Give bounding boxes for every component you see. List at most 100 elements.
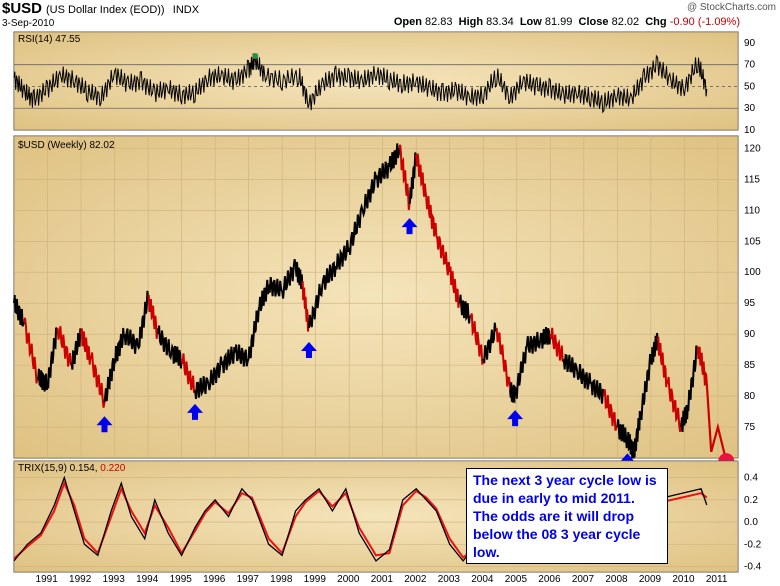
- price-line-segment: [469, 313, 485, 365]
- price-ytick-label: 100: [744, 267, 761, 278]
- trix-ytick-label: 0.4: [744, 473, 758, 484]
- low-label: Low: [519, 16, 542, 28]
- quote-bar: Open 82.83 High 83.34 Low 81.99 Close 82…: [394, 16, 740, 28]
- close-label: Close: [578, 16, 609, 28]
- trix-xtick-label: 1991: [36, 574, 59, 585]
- trix-xtick-label: 1995: [170, 574, 193, 585]
- price-line-segment: [435, 234, 451, 276]
- price-line-segment: [348, 202, 364, 255]
- watermark: @ StockCharts.com: [686, 2, 776, 13]
- price-line-segment: [13, 295, 26, 327]
- price-line-segment: [398, 144, 411, 211]
- price-line-segment: [308, 283, 324, 329]
- price-line-segment: [495, 327, 512, 390]
- price-line-segment: [602, 389, 618, 431]
- price-label: $USD (Weekly) 82.02: [18, 140, 115, 151]
- price-line-segment: [415, 153, 428, 199]
- trix-xtick-label: 1992: [69, 574, 92, 585]
- close-value: 82.02: [611, 16, 640, 28]
- price-line-segment: [514, 345, 528, 399]
- price-line-segment: [247, 309, 260, 359]
- price-line-segment: [482, 322, 498, 364]
- price-ytick-label: 95: [744, 298, 756, 309]
- high-value: 83.34: [486, 16, 514, 28]
- change-value: -0.90 (-1.09%): [669, 16, 740, 28]
- trix-xtick-label: 2008: [605, 574, 628, 585]
- rsi-ytick-label: 70: [744, 60, 756, 71]
- trix-xtick-label: 2000: [337, 574, 360, 585]
- open-value: 82.83: [425, 16, 453, 28]
- projection-line: [705, 383, 728, 462]
- price-line-segment: [56, 326, 72, 367]
- price-ytick-label: 90: [744, 329, 756, 340]
- trix-xtick-label: 1996: [203, 574, 226, 585]
- price-line-segment: [539, 327, 552, 349]
- price-line-segment: [257, 279, 270, 312]
- rsi-line: [13, 53, 708, 114]
- price-line-segment: [90, 352, 106, 408]
- price-ytick-label: 105: [744, 236, 761, 247]
- cycle-low-arrow: [96, 416, 113, 433]
- price-line-segment: [267, 276, 283, 297]
- chg-label: Chg: [645, 16, 667, 28]
- trix-xtick-label: 1997: [237, 574, 260, 585]
- price-panel-shade: [14, 136, 738, 458]
- price-line-segment: [301, 281, 310, 332]
- rsi-ytick-label: 30: [744, 103, 756, 114]
- price-line-segment: [170, 342, 183, 369]
- price-line-segment: [281, 259, 297, 299]
- price-line-segment: [626, 431, 636, 459]
- trix-xtick-label: 2005: [505, 574, 528, 585]
- price-line-segment: [294, 261, 304, 290]
- rsi-label: RSI(14) 47.55: [18, 34, 81, 45]
- rsi-overbought-marker: [252, 52, 259, 59]
- chart-title: $USD (US Dollar Index (EOD)) INDX: [2, 0, 199, 17]
- price-line-segment: [36, 368, 49, 392]
- trix-xtick-label: 2007: [572, 574, 595, 585]
- price-line-segment: [375, 161, 391, 188]
- price-ytick-label: 85: [744, 360, 756, 371]
- price-line-segment: [80, 328, 92, 365]
- price-line-segment: [234, 344, 250, 367]
- exchange: INDX: [172, 4, 200, 16]
- chart-date: 3-Sep-2010: [2, 18, 55, 29]
- trix-xtick-label: 2004: [471, 574, 494, 585]
- price-ytick-label: 75: [744, 422, 756, 433]
- price-line-segment: [686, 345, 699, 412]
- rsi-ytick-label: 90: [744, 38, 756, 49]
- price-line-segment: [562, 353, 579, 378]
- price-line-segment: [666, 376, 682, 432]
- price-line-segment: [458, 294, 471, 324]
- trix-xtick-label: 2009: [639, 574, 662, 585]
- rsi-panel-shade: [14, 32, 738, 130]
- price-line-segment: [334, 240, 351, 270]
- price-line-segment: [103, 358, 116, 403]
- price-line-segment: [696, 346, 708, 386]
- price-ytick-label: 120: [744, 143, 761, 154]
- price-line-segment: [70, 328, 82, 370]
- price-line-segment: [207, 356, 223, 391]
- trix-ytick-label: -0.4: [744, 561, 762, 572]
- price-line-segment: [616, 419, 629, 449]
- cycle-annotation: The next 3 year cycle low is due in earl…: [466, 468, 668, 564]
- trix-xtick-label: 1994: [136, 574, 159, 585]
- price-line-segment: [408, 152, 418, 205]
- price-line-segment: [220, 346, 237, 374]
- price-line-segment: [23, 317, 39, 384]
- price-line-segment: [525, 331, 542, 354]
- cycle-low-arrow: [401, 218, 418, 235]
- trix-xtick-label: 1998: [270, 574, 293, 585]
- trix-ytick-label: -0.2: [744, 539, 762, 550]
- price-line-segment: [321, 260, 337, 290]
- price-line-segment: [361, 171, 377, 219]
- trix-xtick-label: 2001: [371, 574, 394, 585]
- trix-xtick-label: 2011: [706, 574, 728, 585]
- price-line-segment: [147, 294, 160, 339]
- trix-xtick-label: 2010: [672, 574, 695, 585]
- open-label: Open: [393, 16, 422, 28]
- trix-xtick-label: 1993: [103, 574, 126, 585]
- symbol: $USD: [2, 0, 43, 17]
- price-line-segment: [633, 410, 642, 458]
- price-line-segment: [590, 378, 605, 404]
